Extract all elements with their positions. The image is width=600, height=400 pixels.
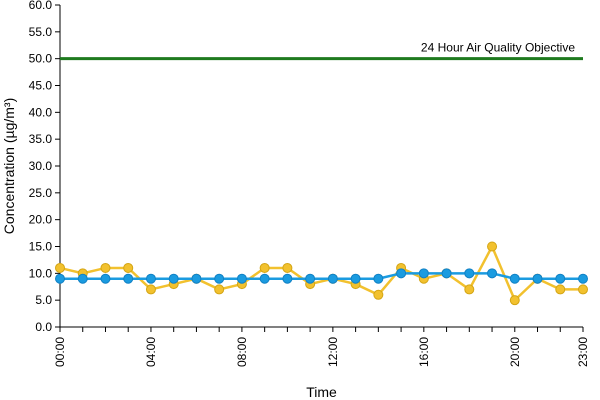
- y-tick-label: 20.0: [29, 213, 53, 227]
- data-point: [464, 268, 475, 279]
- data-point: [214, 284, 225, 295]
- x-tick-label: 20:00: [508, 337, 522, 367]
- data-point: [55, 273, 65, 284]
- y-axis-title: Concentration (µg/m³): [1, 98, 17, 234]
- y-tick-label: 50.0: [29, 52, 53, 66]
- data-point: [555, 273, 566, 284]
- data-point: [168, 273, 179, 284]
- data-point: [578, 284, 588, 295]
- series-line: [59, 243, 583, 303]
- data-point: [441, 268, 452, 279]
- x-tick-label: 04:00: [144, 337, 158, 367]
- data-point: [55, 262, 65, 273]
- y-tick-label: 10.0: [29, 266, 53, 280]
- y-tick-label: 25.0: [29, 186, 53, 200]
- data-point: [145, 273, 156, 284]
- x-axis-title: Time: [306, 384, 337, 400]
- y-tick-label: 30.0: [29, 159, 53, 173]
- x-axis-ticks: 00:00 04:00 08:00 12:00 16:00 20:00 23:00: [53, 327, 590, 367]
- data-point: [578, 273, 588, 284]
- data-point: [418, 268, 429, 279]
- y-tick-label: 40.0: [29, 105, 53, 119]
- x-tick-label: 00:00: [53, 337, 67, 367]
- data-point: [282, 273, 293, 284]
- series-1: [55, 241, 588, 306]
- data-point: [123, 273, 134, 284]
- data-point: [191, 273, 202, 284]
- y-tick-label: 60.0: [29, 0, 53, 12]
- data-point: [77, 273, 88, 284]
- x-tick-label: 23:00: [576, 337, 590, 367]
- data-point: [350, 273, 361, 284]
- y-axis-ticks: 0.0 5.0 10.0 15.0 20.0 25.0 30.0 35.0 40.0 45.0 50…: [29, 0, 60, 334]
- data-point: [259, 273, 270, 284]
- data-point: [509, 273, 520, 284]
- y-tick-label: 0.0: [35, 320, 52, 334]
- data-point: [487, 268, 498, 279]
- data-point: [305, 273, 316, 284]
- data-point: [464, 284, 475, 295]
- data-point: [236, 273, 247, 284]
- data-point: [555, 284, 566, 295]
- data-point: [532, 273, 543, 284]
- reference-line-group: 24 Hour Air Quality Objective: [60, 41, 583, 61]
- series-layer: [55, 241, 588, 306]
- data-point: [487, 241, 498, 252]
- data-point: [396, 268, 407, 279]
- series-2: [55, 268, 588, 284]
- x-tick-label: 08:00: [235, 337, 249, 367]
- data-point: [373, 289, 384, 300]
- y-tick-label: 45.0: [29, 79, 53, 93]
- data-point: [100, 273, 111, 284]
- data-point: [214, 273, 225, 284]
- x-tick-label: 16:00: [417, 337, 431, 367]
- data-point: [327, 273, 338, 284]
- y-tick-label: 35.0: [29, 132, 53, 146]
- data-point: [509, 295, 520, 306]
- data-point: [259, 262, 270, 273]
- y-tick-label: 5.0: [35, 293, 52, 307]
- reference-line-label: 24 Hour Air Quality Objective: [421, 41, 575, 55]
- data-point: [145, 284, 156, 295]
- y-tick-label: 55.0: [29, 25, 53, 39]
- data-point: [123, 262, 134, 273]
- data-point: [373, 273, 384, 284]
- data-point: [282, 262, 293, 273]
- x-tick-label: 12:00: [326, 337, 340, 367]
- data-point: [100, 262, 111, 273]
- y-tick-label: 15.0: [29, 240, 53, 254]
